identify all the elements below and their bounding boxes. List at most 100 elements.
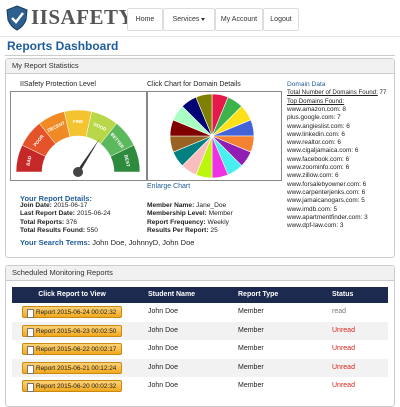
detail-row: Total Results Found: 550 bbox=[20, 227, 111, 235]
gauge-segment bbox=[110, 144, 141, 173]
nav-dropdown[interactable]: Services bbox=[163, 8, 215, 31]
table-row: Report 2015-06-21 00:12:24 John Doe Member… bbox=[12, 358, 388, 377]
detail-label: Join Date: bbox=[20, 202, 52, 209]
domain-item: www.jamaicanogars.com: 5 bbox=[287, 197, 365, 205]
page-title: Reports Dashboard bbox=[7, 39, 119, 53]
detail-value: 376 bbox=[66, 218, 78, 226]
detail-value: Weekly bbox=[207, 218, 229, 226]
detail-label: Member Name: bbox=[147, 202, 195, 209]
table-row: Report 2015-06-23 00:02:50 John Doe Member… bbox=[12, 321, 388, 340]
search-terms: Your Search Terms: John Doe, JohnnyD, Jo… bbox=[20, 238, 194, 247]
table-row: Report 2015-06-24 00:02:32 John Doe Member… bbox=[12, 303, 388, 321]
stats-panel: My Report Statistics bbox=[5, 58, 395, 258]
pie-title: Click Chart for Domain Details bbox=[147, 81, 241, 88]
nav-link[interactable]: My Account bbox=[215, 8, 263, 31]
detail-row: Member Name: Jane_Doe bbox=[147, 202, 233, 210]
details-right: Member Name: Jane_Doe Membership Level: M… bbox=[147, 202, 233, 236]
domain-item: www.angieslist.com: 6 bbox=[287, 122, 350, 130]
nav-label: Services bbox=[172, 16, 200, 23]
logo-shield bbox=[6, 5, 28, 31]
cell: Member bbox=[238, 308, 264, 315]
status: Unread bbox=[332, 345, 355, 352]
detail-label: Last Report Date: bbox=[20, 210, 75, 218]
table-body: Report 2015-06-24 00:02:32 John Doe Member… bbox=[0, 303, 400, 398]
pie-slice bbox=[195, 93, 213, 137]
cell: Member bbox=[238, 345, 264, 352]
cell: John Doe bbox=[148, 326, 178, 334]
report-button[interactable]: Report 2015-06-20 00:02:32 bbox=[22, 380, 122, 392]
cell: John Doe bbox=[148, 382, 178, 389]
nav-link[interactable]: Logout bbox=[263, 8, 299, 31]
detail-value: 2015-06-24 bbox=[76, 210, 111, 218]
enlarge-link[interactable]: Enlarge Chart bbox=[147, 183, 191, 190]
detail-row: Total Reports: 376 bbox=[20, 219, 111, 227]
detail-label: Report Frequency: bbox=[147, 218, 206, 226]
detail-label: Total Reports: bbox=[20, 218, 65, 226]
detail-label: Results Per Report: bbox=[147, 227, 209, 235]
domain-item: www.amazon.com: 8 bbox=[287, 106, 346, 113]
domain-item: www.apartmentfinder.com: 3 bbox=[287, 213, 368, 221]
details-left: Join Date: 2015-06-17 Last Report Date: 2… bbox=[20, 202, 111, 236]
cell: John Doe bbox=[148, 308, 178, 315]
nav-link[interactable]: Home bbox=[127, 8, 163, 31]
panel-title: My Report Statistics bbox=[6, 59, 394, 74]
gauge-needle bbox=[76, 138, 100, 172]
gauge-title: IISafety Protection Level bbox=[20, 81, 96, 88]
detail-value: 2015-06-17 bbox=[53, 202, 88, 209]
search-label: Your Search Terms: bbox=[20, 238, 91, 247]
column-header: Status bbox=[332, 291, 354, 298]
gauge-label: GOOD bbox=[92, 121, 107, 132]
domain-title: Domain Data bbox=[287, 81, 326, 88]
total-value: 77 bbox=[379, 89, 387, 96]
table-header: Click Report to View Student Name Report… bbox=[12, 287, 388, 303]
detail-value: Member bbox=[208, 210, 233, 218]
details-title: Your Report Details: bbox=[20, 194, 92, 203]
detail-label: Total Results Found: bbox=[20, 227, 86, 235]
gauge-label: BEST bbox=[123, 154, 131, 167]
logo-text: IISAFETY bbox=[31, 5, 135, 29]
report-button[interactable]: Report 2015-06-21 00:12:24 bbox=[22, 361, 122, 374]
domain-item: www.cigaljamaica.com: 6 bbox=[287, 147, 359, 155]
pie-box[interactable] bbox=[147, 91, 282, 181]
cell: Member bbox=[238, 326, 264, 334]
cell: John Doe bbox=[148, 345, 178, 352]
detail-row: Report Frequency: Weekly bbox=[147, 219, 233, 227]
domain-item: www.imdb.com: 5 bbox=[287, 205, 338, 213]
gauge-label: BAD bbox=[25, 155, 32, 166]
report-button[interactable]: Report 2015-06-23 00:02:50 bbox=[22, 324, 122, 337]
gauge-box: BAD POOR DECENT FINE GOOD BETTER BEST bbox=[10, 91, 147, 181]
domain-item: www.zoominfo.com: 6 bbox=[287, 164, 350, 172]
report-button[interactable]: Report 2015-06-22 00:02:17 bbox=[22, 343, 122, 355]
domain-item: www.facebook.com: 6 bbox=[287, 155, 350, 163]
panel-title: Scheduled Monitoring Reports bbox=[6, 266, 394, 281]
detail-label: Membership Level: bbox=[147, 210, 207, 218]
column-header: Click Report to View bbox=[38, 291, 106, 298]
total-label: Total Number of Domains Found: bbox=[287, 89, 378, 96]
domain-list: www.amazon.com: 8 plus.google.com: 7 www.a… bbox=[287, 106, 368, 230]
domain-item: www.dpf-law.com: 3 bbox=[287, 222, 344, 230]
gauge-hub bbox=[73, 167, 83, 177]
detail-value: 550 bbox=[86, 227, 98, 235]
cell: Member bbox=[238, 363, 264, 371]
detail-value: 25 bbox=[210, 227, 218, 235]
status: Unread bbox=[332, 382, 355, 389]
domain-item: www.carpenterjenks.com: 6 bbox=[287, 188, 366, 196]
report-button[interactable]: Report 2015-06-24 00:02:32 bbox=[22, 306, 122, 318]
domain-item: www.linkedin.com: 6 bbox=[287, 130, 345, 138]
table-row: Report 2015-06-22 00:02:17 John Doe Member… bbox=[12, 340, 388, 358]
search-value: John Doe, JohnnyD, John Doe bbox=[92, 238, 195, 247]
domain-item: www.zillow.com: 6 bbox=[287, 172, 339, 180]
domain-item: www.realtor.com: 6 bbox=[287, 139, 341, 147]
domain-item: plus.google.com: 7 bbox=[287, 114, 341, 122]
gauge-label: FINE bbox=[73, 119, 83, 124]
detail-value: Jane_Doe bbox=[196, 202, 227, 209]
detail-row: Membership Level: Member bbox=[147, 210, 233, 218]
divider bbox=[5, 55, 395, 56]
pie-chart bbox=[169, 93, 255, 179]
column-header: Report Type bbox=[238, 291, 279, 298]
cell: Member bbox=[238, 382, 264, 389]
detail-row: Last Report Date: 2015-06-24 bbox=[20, 210, 111, 218]
status: Unread bbox=[332, 363, 355, 371]
